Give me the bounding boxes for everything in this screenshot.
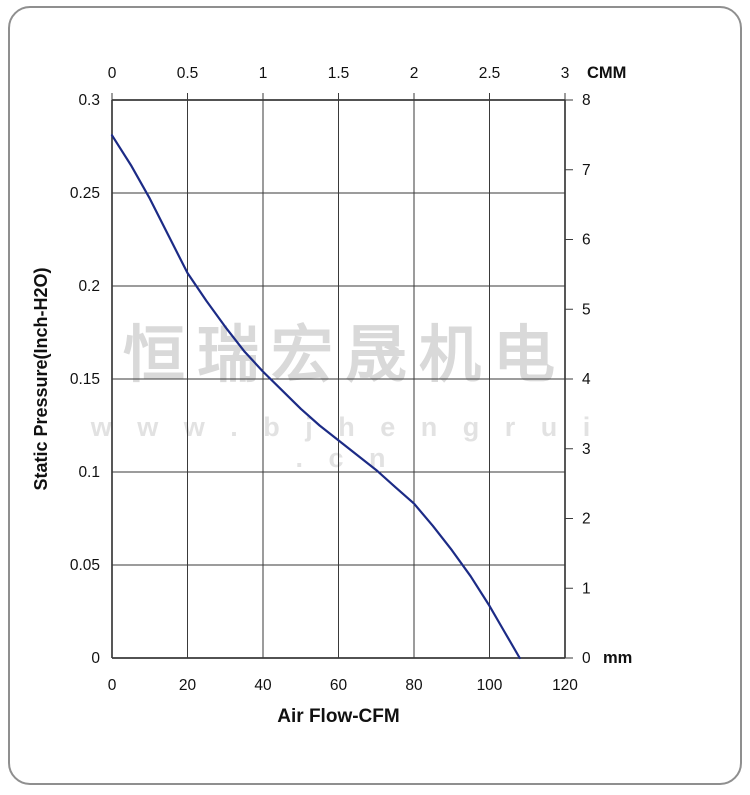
top-axis-tick-label: 3 (561, 65, 570, 82)
top-axis-tick-label: 2 (410, 65, 419, 82)
right-axis-tick-label: 1 (582, 580, 591, 597)
performance-curve (110, 134, 521, 660)
top-axis-title: CMM (587, 64, 626, 82)
right-axis-tick-label: 6 (582, 232, 591, 249)
top-axis-tick-label: 1 (259, 65, 268, 82)
y-axis-tick-label: 0.1 (78, 464, 100, 481)
x-axis-tick-label: 100 (477, 677, 503, 694)
right-axis-tick-label: 4 (582, 371, 591, 388)
x-axis-tick-label: 120 (552, 677, 578, 694)
y-axis-title: Static Pressure(Inch-H2O) (31, 267, 51, 490)
right-axis-tick-label: 5 (582, 301, 591, 318)
top-axis-tick-label: 0.5 (177, 65, 199, 82)
x-axis-tick-label: 20 (179, 677, 197, 694)
right-axis-tick-label: 0 (582, 650, 591, 667)
x-axis-tick-label: 60 (330, 677, 348, 694)
y-axis-tick-label: 0.2 (78, 278, 100, 295)
chart-frame (8, 6, 742, 785)
right-axis-tick-label: 3 (582, 441, 591, 458)
x-axis-tick-label: 40 (254, 677, 272, 694)
top-axis-tick-label: 0 (108, 65, 117, 82)
right-axis-tick-label: 8 (582, 92, 591, 109)
top-axis-tick-label: 2.5 (479, 65, 501, 82)
y-axis-tick-label: 0.05 (70, 557, 100, 574)
x-axis-tick-label: 0 (108, 677, 117, 694)
right-axis-tick-label: 7 (582, 162, 591, 179)
y-axis-tick-label: 0.25 (70, 185, 100, 202)
x-axis-tick-label: 80 (405, 677, 423, 694)
right-axis-tick-label: 2 (582, 511, 591, 528)
x-axis-title: Air Flow-CFM (277, 706, 399, 727)
top-axis-tick-label: 1.5 (328, 65, 350, 82)
y-axis-tick-label: 0 (91, 650, 100, 667)
y-axis-tick-label: 0.3 (78, 92, 100, 109)
y-axis-tick-label: 0.15 (70, 371, 100, 388)
right-axis-title: mm (603, 649, 632, 667)
